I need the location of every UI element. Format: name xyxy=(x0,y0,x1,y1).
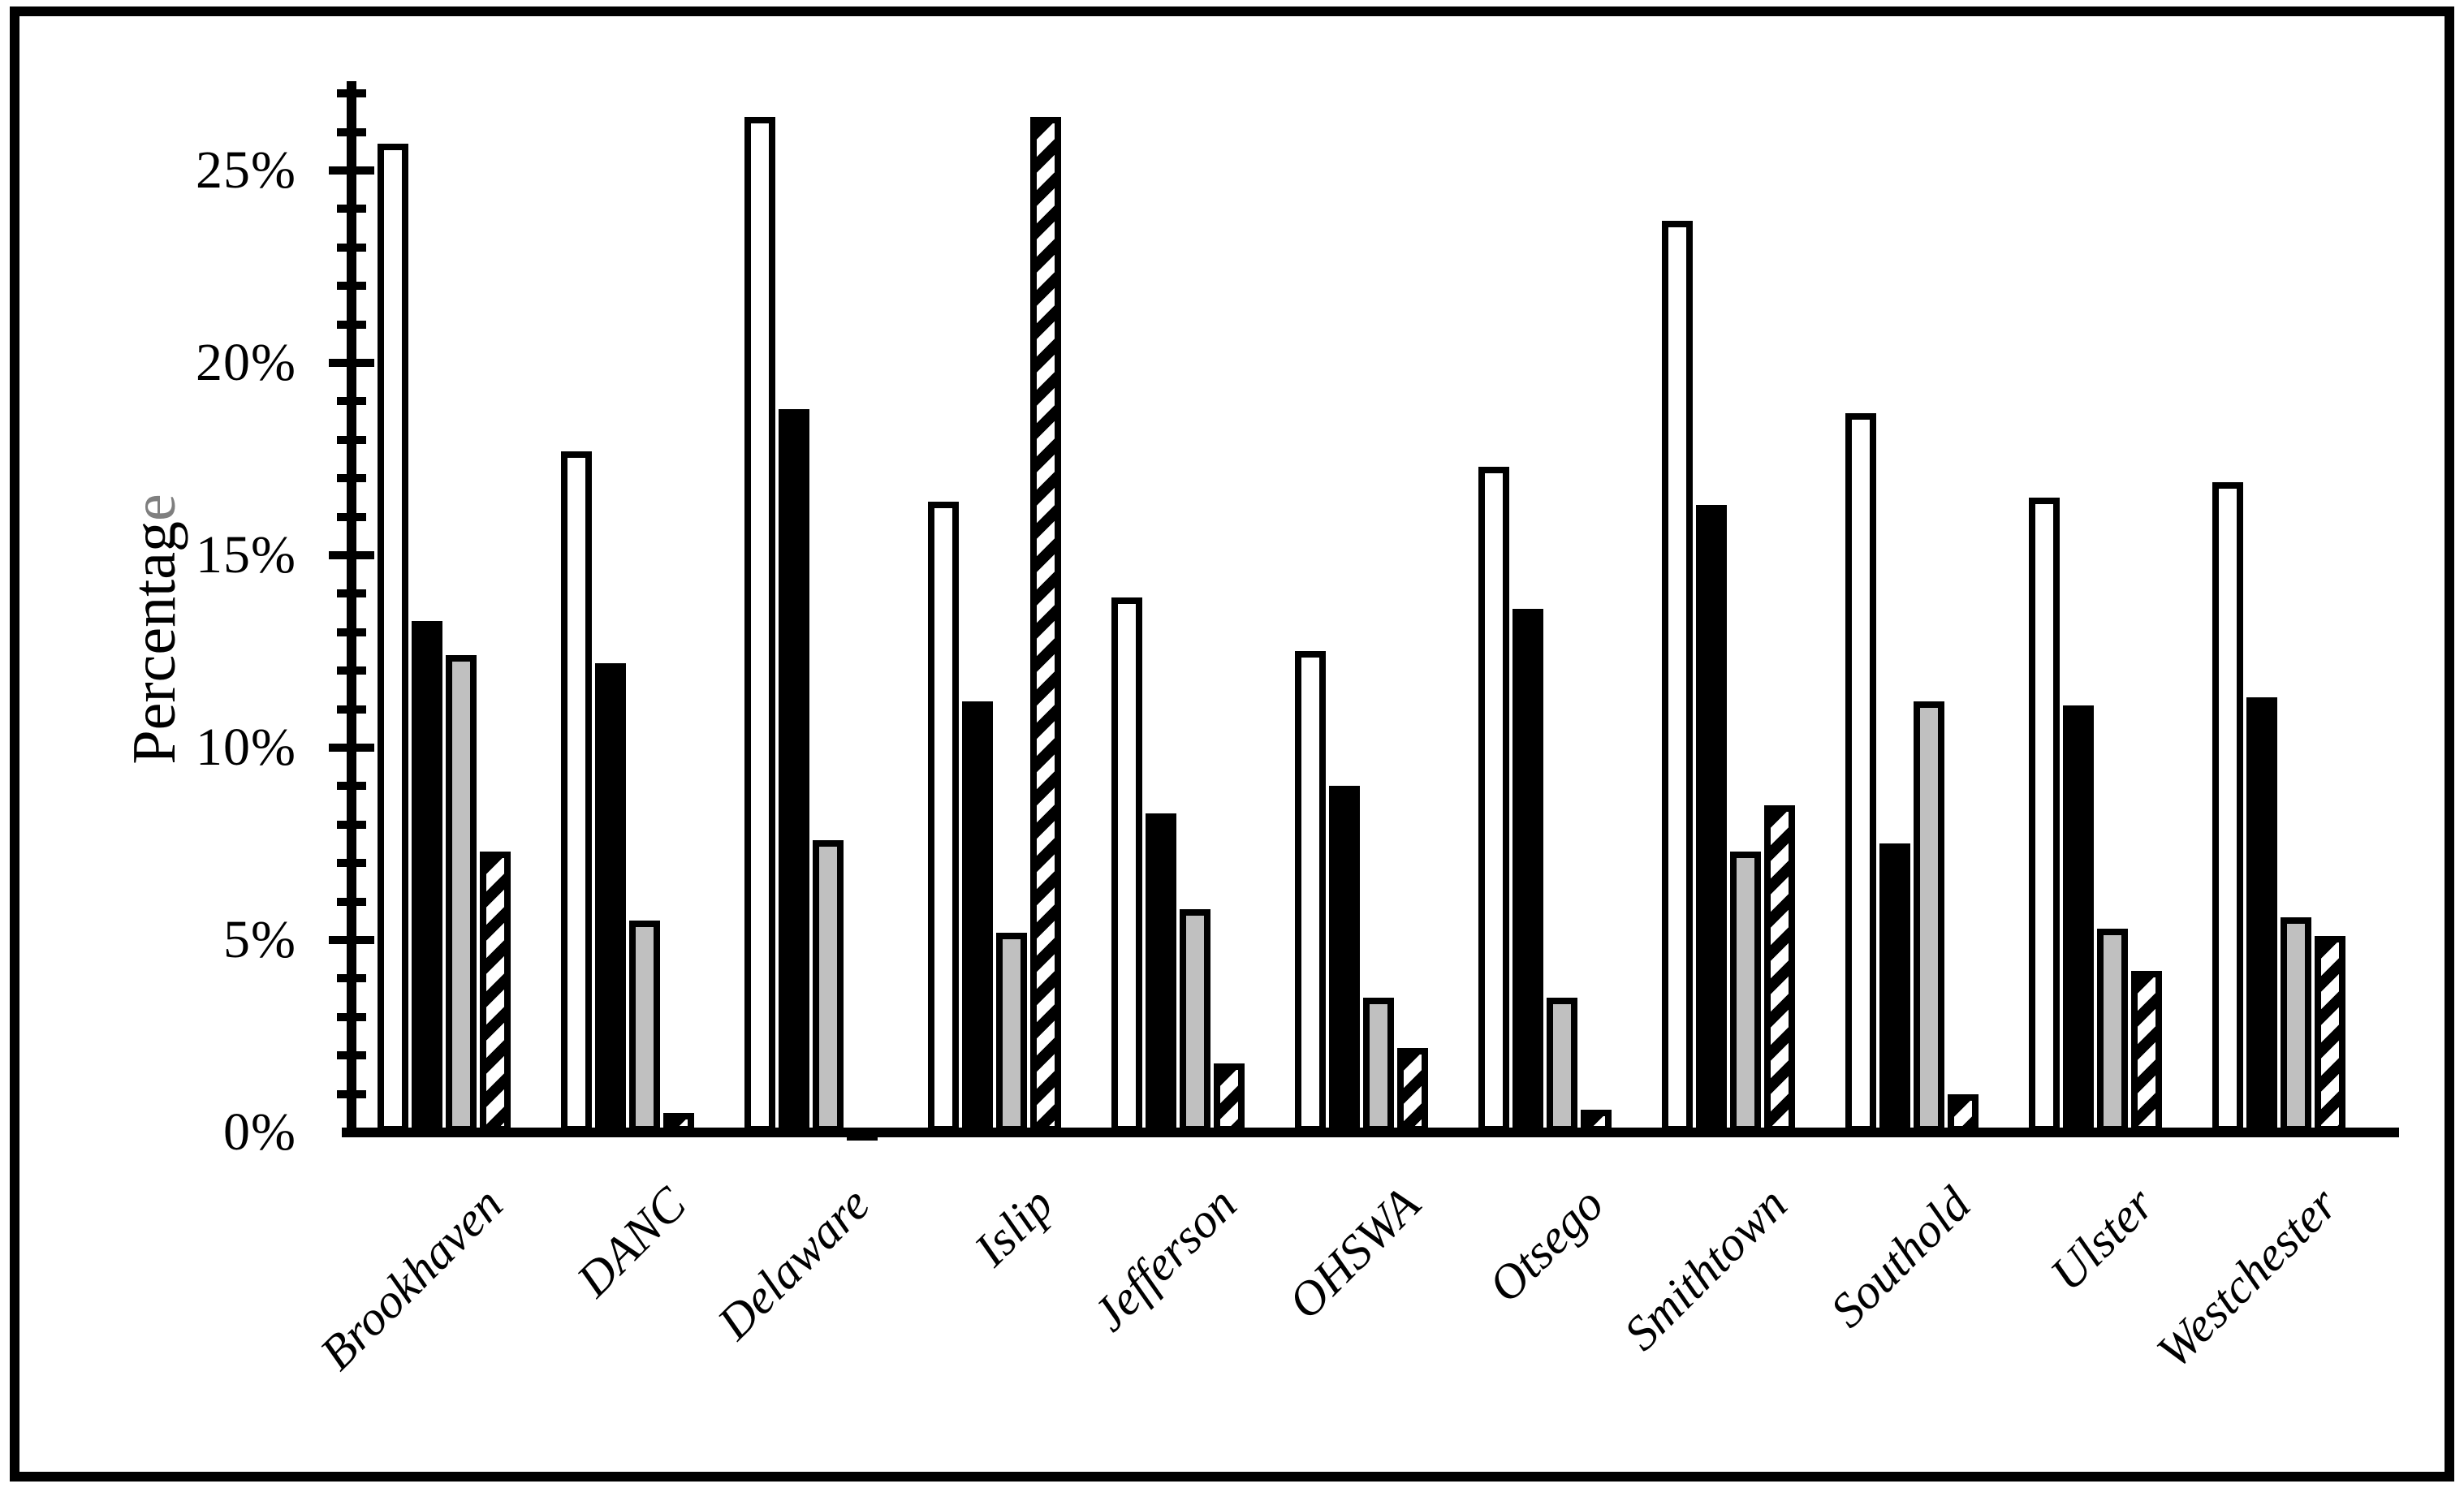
bar-diagonal-hatched-fill-brookhaven xyxy=(480,852,511,1132)
y-axis-tick-label-25: 25% xyxy=(196,140,296,200)
bar-black-solid-fill-islip xyxy=(962,701,993,1132)
y-axis-minor-tick-18 xyxy=(337,435,366,444)
y-axis-minor-tick-23 xyxy=(337,243,366,252)
y-axis-tick-label-20: 20% xyxy=(196,333,296,392)
y-axis-minor-tick-14 xyxy=(337,589,366,598)
y-axis-tick-label-5: 5% xyxy=(223,910,296,969)
y-axis-major-tick-20 xyxy=(329,359,374,367)
bar-gray-solid-fill-ohswa xyxy=(1363,998,1394,1132)
y-axis-minor-tick-24 xyxy=(337,205,366,213)
y-axis-line xyxy=(347,81,356,1137)
y-axis-minor-tick-6 xyxy=(337,897,366,906)
y-axis-minor-tick-13 xyxy=(337,628,366,636)
bar-white-solid-fill-islip xyxy=(928,502,959,1132)
y-axis-major-tick-25 xyxy=(329,166,374,175)
bar-white-solid-fill-danc xyxy=(561,451,592,1132)
y-axis-tick-label-15: 15% xyxy=(196,525,296,584)
y-axis-minor-tick-22 xyxy=(337,282,366,291)
bar-diagonal-hatched-fill-ohswa xyxy=(1397,1048,1428,1132)
outer-frame xyxy=(10,6,2454,1482)
bar-black-solid-fill-ulster xyxy=(2063,705,2094,1132)
bar-black-solid-fill-southold xyxy=(1879,843,1910,1132)
y-axis-tick-label-0: 0% xyxy=(223,1102,296,1162)
bar-black-solid-fill-otsego xyxy=(1512,609,1543,1132)
y-axis-minor-tick-12 xyxy=(337,666,366,675)
bar-black-solid-fill-brookhaven xyxy=(412,621,442,1132)
bar-white-solid-fill-westchester xyxy=(2212,482,2243,1132)
bar-white-solid-fill-delaware xyxy=(744,117,775,1132)
y-axis-major-tick-10 xyxy=(329,744,374,752)
bar-white-solid-fill-ohswa xyxy=(1295,651,1326,1132)
y-axis-minor-tick-26 xyxy=(337,127,366,136)
bar-black-solid-fill-ohswa xyxy=(1329,786,1360,1132)
y-axis-minor-tick-27 xyxy=(337,89,366,98)
y-axis-minor-tick-11 xyxy=(337,705,366,714)
bar-gray-solid-fill-jefferson xyxy=(1180,909,1210,1132)
y-axis-minor-tick-7 xyxy=(337,859,366,868)
bar-diagonal-hatched-fill-southold xyxy=(1948,1094,1979,1132)
x-axis-baseline xyxy=(342,1128,2399,1137)
y-axis-minor-tick-8 xyxy=(337,820,366,829)
bar-white-solid-fill-otsego xyxy=(1478,467,1509,1132)
y-axis-title-last-letter: e xyxy=(120,494,188,522)
y-axis-minor-tick-4 xyxy=(337,974,366,983)
y-axis-minor-tick-21 xyxy=(337,320,366,329)
bar-gray-solid-fill-delaware xyxy=(813,840,844,1132)
bar-gray-solid-fill-smithtown xyxy=(1730,852,1761,1132)
y-axis-minor-tick-19 xyxy=(337,397,366,406)
y-axis-tick-label-10: 10% xyxy=(196,718,296,777)
bar-black-solid-fill-jefferson xyxy=(1146,813,1176,1132)
bar-gray-solid-fill-ulster xyxy=(2097,929,2128,1132)
y-axis-title-text: Percentag xyxy=(120,521,188,765)
bar-diagonal-hatched-fill-islip xyxy=(1030,117,1061,1132)
bar-diagonal-hatched-fill-smithtown xyxy=(1764,805,1795,1132)
y-axis-minor-tick-2 xyxy=(337,1051,366,1060)
bar-gray-solid-fill-brookhaven xyxy=(446,655,477,1132)
bar-white-solid-fill-smithtown xyxy=(1662,221,1693,1132)
y-axis-minor-tick-1 xyxy=(337,1089,366,1098)
bar-black-solid-fill-danc xyxy=(595,663,626,1132)
bar-black-solid-fill-delaware xyxy=(779,409,809,1132)
y-axis-minor-tick-3 xyxy=(337,1012,366,1021)
bar-black-solid-fill-smithtown xyxy=(1696,505,1727,1132)
y-axis-minor-tick-9 xyxy=(337,782,366,791)
y-axis-major-tick-5 xyxy=(329,936,374,944)
bar-diagonal-hatched-fill-ulster xyxy=(2131,971,2162,1132)
bar-gray-solid-fill-westchester xyxy=(2281,917,2311,1132)
bar-white-solid-fill-jefferson xyxy=(1111,597,1142,1132)
bar-black-solid-fill-westchester xyxy=(2246,697,2277,1132)
bar-gray-solid-fill-otsego xyxy=(1547,998,1577,1132)
y-axis-minor-tick-16 xyxy=(337,512,366,521)
y-axis-minor-tick-17 xyxy=(337,474,366,483)
bar-gray-solid-fill-danc xyxy=(629,921,660,1132)
bar-gray-solid-fill-southold xyxy=(1914,701,1944,1132)
bar-white-solid-fill-ulster xyxy=(2029,498,2060,1132)
y-axis-title: Percentage xyxy=(120,494,188,765)
bar-white-solid-fill-southold xyxy=(1845,413,1876,1132)
bar-diagonal-hatched-fill-westchester xyxy=(2315,936,2345,1132)
bar-white-solid-fill-brookhaven xyxy=(378,144,408,1132)
bar-diagonal-hatched-fill-jefferson xyxy=(1214,1063,1245,1132)
y-axis-major-tick-15 xyxy=(329,551,374,559)
bar-gray-solid-fill-islip xyxy=(996,933,1027,1132)
